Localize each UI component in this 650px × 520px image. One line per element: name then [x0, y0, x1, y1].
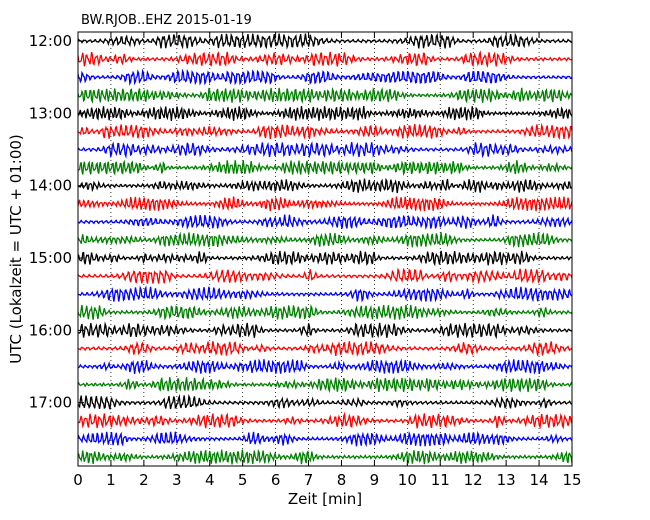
x-tick-label: 14: [530, 471, 549, 489]
y-axis-label: UTC (Lokalzeit = UTC + 01:00): [7, 134, 25, 364]
seismic-trace: [77, 105, 573, 122]
seismic-trace: [77, 448, 573, 465]
x-tick-label: 13: [497, 471, 516, 489]
y-tick-label: 17:00: [29, 394, 72, 412]
x-tick-label: 0: [73, 471, 83, 489]
seismic-trace: [77, 159, 573, 176]
seismic-trace: [77, 177, 573, 194]
x-tick-label: 6: [271, 471, 281, 489]
seismic-trace: [77, 267, 573, 285]
x-tick-label: 3: [172, 471, 182, 489]
x-tick-label: 9: [370, 471, 380, 489]
x-tick-label: 15: [562, 471, 581, 489]
seismic-trace: [77, 122, 573, 141]
x-tick-label: 5: [238, 471, 248, 489]
seismic-trace: [77, 285, 573, 303]
tick-layer: 0 1 2 3 4 5 6 7 8 9 10 11 12 13 14 1512:0013:0014:0015:…: [29, 32, 582, 489]
x-axis-label: Zeit [min]: [288, 490, 362, 508]
seismic-trace: [77, 214, 573, 231]
y-tick-label: 14:00: [29, 177, 72, 195]
y-tick-label: 15:00: [29, 249, 72, 267]
seismic-trace: [77, 196, 573, 213]
seismic-trace: [77, 141, 573, 159]
seismic-trace: [77, 321, 573, 340]
seismic-trace: [77, 340, 573, 357]
seismic-trace: [77, 358, 573, 375]
seismic-trace: [77, 430, 573, 448]
grid-layer: [110, 32, 540, 466]
x-tick-label: 12: [464, 471, 483, 489]
x-tick-label: 1: [106, 471, 116, 489]
x-tick-label: 4: [205, 471, 215, 489]
chart-title: BW.RJOB..EHZ 2015-01-19: [81, 13, 252, 28]
seismic-trace: [77, 68, 573, 87]
x-tick-label: 2: [139, 471, 149, 489]
seismic-trace: [77, 50, 573, 68]
y-tick-label: 16:00: [29, 321, 72, 339]
x-tick-label: 7: [304, 471, 314, 489]
seismic-trace: [77, 231, 573, 248]
seismic-trace: [77, 393, 573, 410]
trace-layer: [77, 32, 573, 465]
seismic-trace: [77, 304, 573, 321]
seismic-trace: [77, 86, 573, 104]
seismic-trace: [77, 250, 573, 267]
seismic-trace: [77, 411, 573, 430]
y-tick-label: 13:00: [29, 104, 72, 122]
plot-frame: [77, 31, 573, 467]
y-tick-label: 12:00: [29, 32, 72, 50]
seismic-trace: [77, 376, 573, 394]
x-tick-label: 8: [337, 471, 347, 489]
x-tick-label: 11: [431, 471, 450, 489]
x-tick-label: 10: [398, 471, 417, 489]
seismic-trace: [77, 32, 573, 50]
